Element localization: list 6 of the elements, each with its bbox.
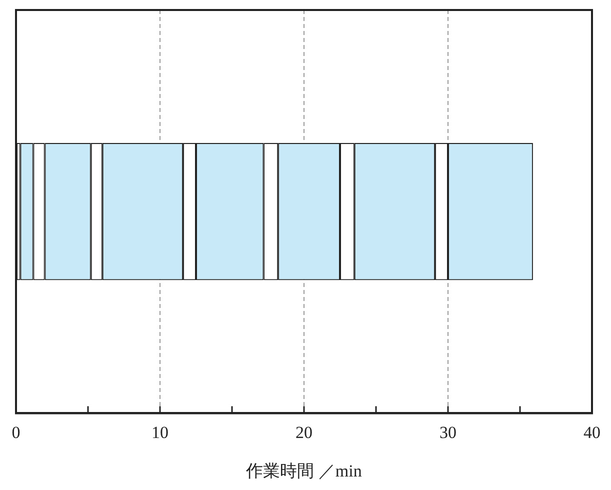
- x-tick-label: 30: [440, 422, 456, 442]
- x-axis-title: 作業時間 ／min: [245, 461, 362, 480]
- x-tick-label: 0: [12, 422, 20, 442]
- x-tick-label: 40: [584, 422, 600, 442]
- x-tick-label: 20: [296, 422, 312, 442]
- x-tick-label: 10: [152, 422, 168, 442]
